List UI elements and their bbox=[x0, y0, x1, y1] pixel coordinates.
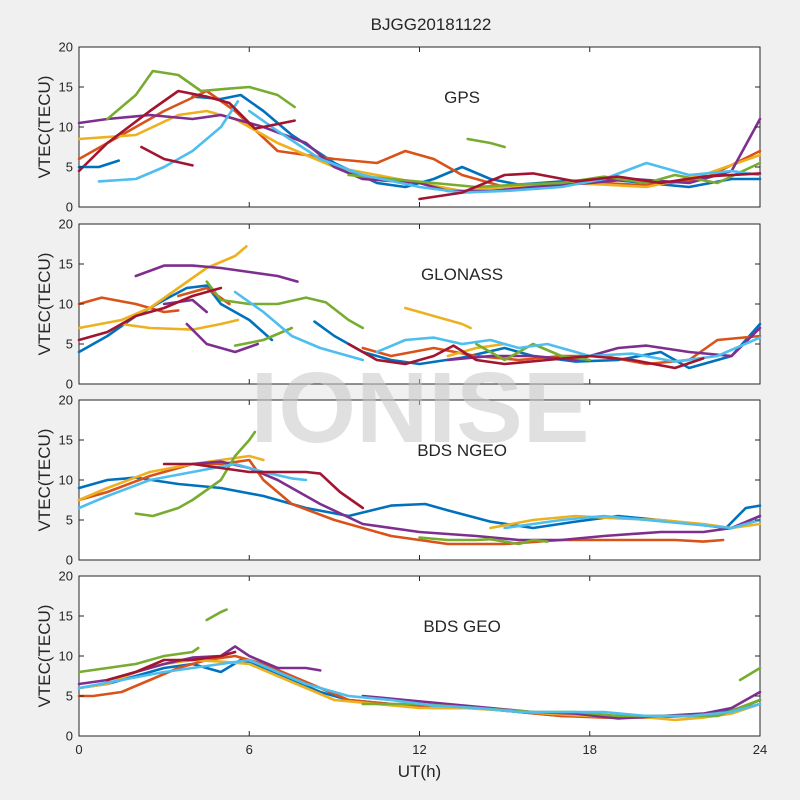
series-line-17 bbox=[233, 290, 365, 362]
series-line-7 bbox=[205, 608, 228, 622]
figure-title: BJGG20181122 bbox=[371, 15, 492, 34]
y-tick-label: 15 bbox=[59, 433, 73, 448]
series-line-12 bbox=[418, 172, 762, 201]
series-line-5 bbox=[106, 69, 296, 121]
y-tick-label: 20 bbox=[59, 393, 73, 408]
subplot-panels: 0 5 10 15 20 GPS VTEC(TECU) 0 5 10 15 20 GLONASS VTEC… bbox=[35, 40, 767, 782]
y-tick-label: 0 bbox=[66, 200, 73, 215]
series-line-1 bbox=[77, 284, 274, 354]
series-line-9 bbox=[248, 109, 762, 194]
series-line-10 bbox=[77, 89, 296, 173]
series-line-7 bbox=[418, 536, 549, 546]
y-axis-label: VTEC(TECU) bbox=[35, 429, 54, 532]
series-line-5 bbox=[361, 690, 762, 720]
panel-label: BDS NGEO bbox=[417, 441, 507, 460]
y-tick-label: 15 bbox=[59, 80, 73, 95]
watermark-text: IONISE bbox=[251, 352, 590, 464]
y-tick-label: 5 bbox=[66, 689, 73, 704]
series-line-2 bbox=[77, 458, 725, 546]
series-line-18 bbox=[375, 336, 762, 363]
subplot-3: 0 5 10 15 20 BDS NGEO VTEC(TECU) bbox=[35, 393, 762, 568]
panel-label: BDS GEO bbox=[423, 617, 500, 636]
series-line-7 bbox=[466, 137, 506, 149]
series-line-4 bbox=[177, 286, 231, 306]
y-tick-label: 10 bbox=[59, 649, 73, 664]
y-axis-label: VTEC(TECU) bbox=[35, 76, 54, 179]
y-axis-label: VTEC(TECU) bbox=[35, 605, 54, 708]
series-line-3 bbox=[77, 296, 180, 314]
y-tick-label: 10 bbox=[59, 473, 73, 488]
series-line-15 bbox=[233, 326, 294, 347]
x-tick-label: 12 bbox=[412, 742, 426, 757]
y-tick-label: 5 bbox=[66, 160, 73, 175]
series-line-9 bbox=[738, 666, 762, 682]
y-tick-label: 20 bbox=[59, 569, 73, 584]
y-tick-label: 20 bbox=[59, 217, 73, 232]
x-axis-label: UT(h) bbox=[398, 762, 441, 781]
series-line-19 bbox=[77, 286, 223, 342]
series-line-20 bbox=[347, 342, 705, 370]
series-line-14 bbox=[205, 280, 365, 330]
series-line-2 bbox=[77, 89, 762, 189]
x-tick-label: 6 bbox=[246, 742, 253, 757]
subplot-4: 0 6 12 18 24 0 5 10 15 20 BDS GEO VTEC(TECU) UT(h) bbox=[35, 569, 767, 782]
subplot-2: 0 5 10 15 20 GLONASS VTEC(TECU) bbox=[35, 217, 762, 392]
y-tick-label: 10 bbox=[59, 120, 73, 135]
series-line-13 bbox=[77, 159, 120, 169]
series-line-8 bbox=[97, 100, 240, 183]
y-tick-label: 15 bbox=[59, 257, 73, 272]
x-tick-label: 18 bbox=[583, 742, 597, 757]
series-line-11 bbox=[140, 145, 194, 167]
series-line-8 bbox=[404, 306, 472, 330]
series-line-6 bbox=[77, 245, 248, 330]
series-group bbox=[77, 430, 762, 546]
series-line-12 bbox=[185, 322, 260, 354]
subplot-1: 0 5 10 15 20 GPS VTEC(TECU) bbox=[35, 40, 762, 215]
y-tick-label: 20 bbox=[59, 40, 73, 55]
plot-area bbox=[78, 575, 761, 737]
y-tick-label: 5 bbox=[66, 513, 73, 528]
panel-label: GPS bbox=[444, 88, 480, 107]
series-line-10 bbox=[77, 658, 762, 718]
series-line-9 bbox=[503, 514, 762, 530]
y-tick-label: 0 bbox=[66, 729, 73, 744]
y-tick-label: 15 bbox=[59, 609, 73, 624]
series-line-6 bbox=[134, 430, 257, 518]
panel-label: GLONASS bbox=[421, 265, 503, 284]
series-line-10 bbox=[162, 462, 365, 510]
x-tick-label: 24 bbox=[753, 742, 767, 757]
y-tick-label: 5 bbox=[66, 337, 73, 352]
series-group bbox=[77, 245, 762, 370]
series-line-9 bbox=[446, 342, 506, 358]
y-tick-label: 0 bbox=[66, 553, 73, 568]
series-line-6 bbox=[77, 646, 200, 674]
series-line-11 bbox=[106, 650, 237, 682]
y-axis-label: VTEC(TECU) bbox=[35, 253, 54, 356]
y-tick-label: 0 bbox=[66, 377, 73, 392]
series-line-10 bbox=[134, 264, 299, 283]
series-group bbox=[77, 69, 762, 201]
series-group bbox=[77, 608, 762, 722]
y-tick-label: 10 bbox=[59, 297, 73, 312]
x-tick-label: 0 bbox=[75, 742, 82, 757]
